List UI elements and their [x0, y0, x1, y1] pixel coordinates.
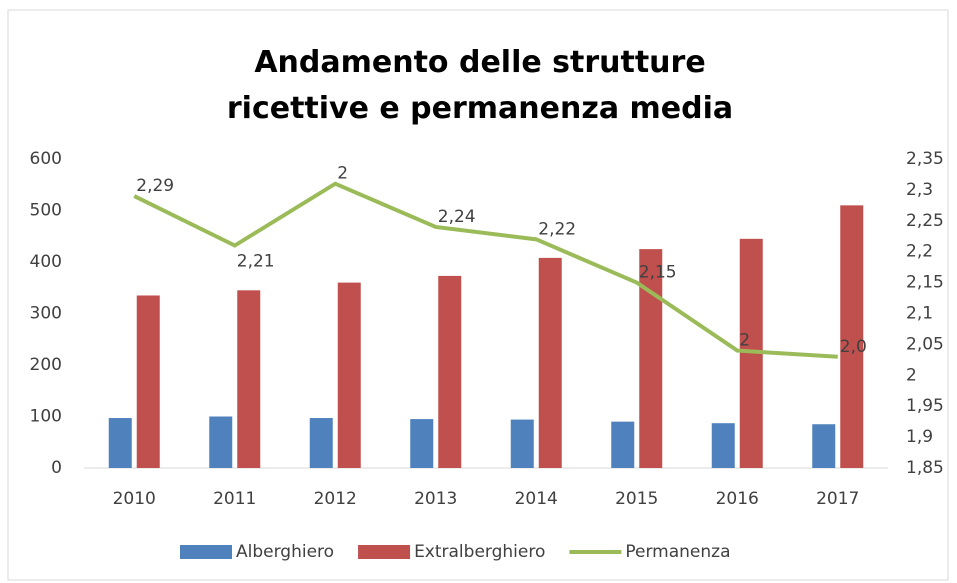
data-label: 2,15: [639, 263, 677, 283]
y2-tick-label: 1,95: [906, 396, 944, 416]
x-tick-label: 2012: [314, 489, 357, 509]
y2-tick-label: 1,85: [906, 458, 944, 478]
chart-title: Andamento delle strutture ricettive e pe…: [226, 45, 734, 126]
y-tick-label: 500: [30, 201, 62, 221]
y2-tick-label: 2,3: [906, 180, 933, 200]
y2-tick-label: 1,9: [906, 427, 933, 447]
bar: [237, 290, 261, 468]
bar: [337, 282, 361, 468]
legend-label: Extralberghiero: [414, 542, 545, 562]
y2-tick-label: 2: [906, 365, 917, 385]
x-tick-label: 2016: [716, 489, 759, 509]
data-label: 2,0: [840, 337, 867, 357]
y2-tick-label: 2,15: [906, 273, 944, 293]
y-tick-label: 100: [30, 407, 62, 427]
bar: [209, 416, 233, 468]
y-tick-label: 400: [30, 252, 62, 272]
data-label: 2,24: [438, 207, 476, 227]
data-label: 2: [739, 331, 750, 351]
data-label: 2,29: [136, 176, 174, 196]
y2-tick-label: 2,25: [906, 211, 944, 231]
data-label: 2,22: [538, 219, 576, 239]
bar: [108, 418, 132, 468]
x-tick-label: 2015: [615, 489, 658, 509]
y-tick-label: 200: [30, 355, 62, 375]
bar: [136, 295, 160, 468]
y2-tick-label: 2,05: [906, 334, 944, 354]
bar: [611, 421, 635, 468]
line: [133, 181, 838, 359]
y-tick-label: 600: [30, 149, 62, 169]
x-tick-label: 2014: [515, 489, 558, 509]
y-tick-label: 300: [30, 304, 62, 324]
bar: [840, 205, 864, 468]
data-label: 2,21: [237, 252, 275, 272]
bar: [438, 275, 462, 468]
x-tick-label: 2013: [414, 489, 457, 509]
legend-swatch: [180, 545, 232, 559]
bar: [510, 419, 534, 468]
x-tick-label: 2011: [213, 489, 256, 509]
y2-tick-label: 2,2: [906, 242, 933, 262]
x-tick-label: 2010: [113, 489, 156, 509]
bar: [410, 419, 434, 468]
chart-border: [7, 9, 949, 581]
legend-label: Alberghiero: [236, 542, 334, 562]
y2-tick-label: 2,35: [906, 149, 944, 169]
bar: [309, 418, 333, 468]
bar: [711, 423, 735, 468]
y2-tick-label: 2,1: [906, 304, 933, 324]
data-label: 2: [337, 164, 348, 184]
legend-label: Permanenza: [625, 542, 730, 562]
bar: [812, 424, 836, 468]
y-tick-label: 0: [51, 458, 62, 478]
bar: [538, 257, 562, 468]
legend-swatch: [358, 545, 411, 559]
bar: [639, 249, 663, 468]
x-tick-label: 2017: [816, 489, 859, 509]
